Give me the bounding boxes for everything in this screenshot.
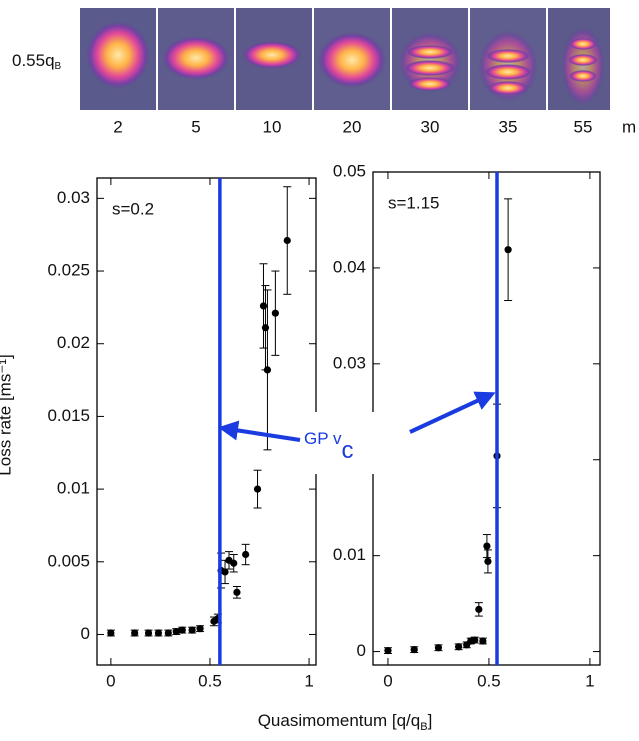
x-tick-label: 0 — [383, 671, 392, 690]
cloud-band — [569, 70, 597, 82]
point — [263, 366, 272, 374]
time-label: 30 — [421, 117, 440, 136]
cloud-band — [404, 60, 456, 76]
point — [483, 542, 491, 550]
callout-arrow — [218, 420, 301, 442]
cloud-band — [484, 64, 532, 80]
y-axis-label: Loss rate [ms⁻¹] — [0, 354, 14, 475]
cloud — [318, 32, 386, 88]
y-tick-label: 0 — [81, 624, 90, 643]
callout: GP vc — [218, 391, 496, 474]
time-label: 10 — [263, 117, 282, 136]
cloud-band — [486, 49, 530, 63]
x-label-close: ] — [428, 711, 433, 730]
point — [154, 629, 163, 637]
y-tick-label: 0.005 — [47, 551, 90, 570]
x-tick-label: 0.5 — [477, 671, 501, 690]
callout-arrow — [409, 391, 496, 434]
time-label: 2 — [113, 117, 122, 136]
callout-bg — [296, 412, 418, 474]
y-tick-label: 0.01 — [57, 479, 90, 498]
cloud — [86, 21, 150, 89]
cloud-band — [488, 81, 528, 95]
cloud-band — [569, 38, 597, 50]
point — [504, 246, 512, 254]
panel-annotation: s=1.15 — [388, 193, 440, 212]
point — [178, 626, 186, 634]
cloud-band — [408, 77, 452, 91]
time-label: 5 — [191, 117, 200, 136]
point — [410, 646, 418, 654]
x-tick-label: 0 — [106, 671, 115, 690]
time-unit: m — [622, 117, 636, 136]
callout-sub: c — [341, 437, 353, 464]
callout-text: GP vc — [304, 429, 353, 464]
x-tick-label: 1 — [304, 671, 313, 690]
point — [230, 559, 238, 567]
point — [172, 627, 180, 636]
y-tick-label: 0.02 — [57, 333, 90, 352]
point — [484, 557, 492, 566]
point — [259, 302, 268, 310]
row-label-text: 0.55q — [12, 51, 55, 70]
point — [144, 629, 153, 637]
point — [221, 568, 229, 576]
point — [196, 625, 204, 633]
cloud — [162, 36, 230, 80]
x-label-text: Quasimomentum [q/q — [258, 711, 421, 730]
point — [233, 588, 241, 596]
y-tick-label: 0.03 — [333, 353, 366, 372]
row-label-sub: B — [55, 61, 62, 72]
x-label-sub: B — [420, 721, 427, 733]
point — [455, 643, 463, 651]
y-tick-label: 0.025 — [47, 261, 90, 280]
y-tick-label: 0.01 — [333, 545, 366, 564]
point — [471, 636, 479, 644]
point — [253, 485, 262, 493]
image-strip: 0.55qB — [12, 8, 610, 110]
point — [242, 550, 250, 559]
x-tick-label: 1 — [585, 671, 594, 690]
time-label: 20 — [343, 117, 362, 136]
y-tick-label: 0.03 — [57, 188, 90, 207]
row-label: 0.55qB — [12, 51, 62, 71]
y-tick-label: 0.05 — [333, 161, 366, 180]
point — [164, 629, 172, 637]
point — [261, 324, 270, 332]
point — [434, 644, 443, 652]
point — [384, 647, 392, 655]
panel-annotation: s=0.2 — [112, 199, 154, 218]
point — [271, 309, 279, 317]
point — [479, 637, 487, 645]
y-tick-label: 0 — [357, 641, 366, 660]
point — [188, 626, 196, 634]
point — [283, 236, 291, 245]
time-label: 35 — [499, 117, 518, 136]
point — [475, 605, 483, 613]
time-label: 55 — [574, 117, 593, 136]
callout-main: GP v — [304, 429, 342, 448]
y-tick-label: 0.04 — [333, 257, 366, 276]
x-tick-label: 0.5 — [198, 671, 222, 690]
cloud-band — [568, 54, 598, 66]
point — [107, 629, 115, 637]
plot-area — [96, 177, 317, 666]
point — [131, 629, 139, 637]
cloud-band — [406, 45, 454, 59]
x-axis-label: Quasimomentum [q/qB] — [258, 711, 433, 732]
cloud — [242, 41, 302, 69]
y-tick-label: 0.015 — [47, 406, 90, 425]
